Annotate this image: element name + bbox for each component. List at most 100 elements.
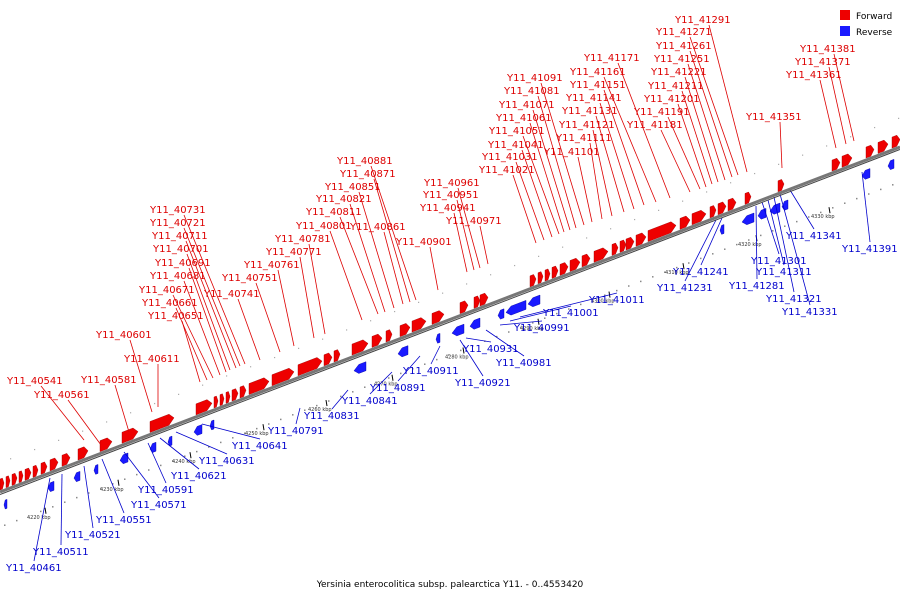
forward-gene-arrow — [248, 377, 270, 395]
reverse-leader-line — [485, 329, 525, 357]
scale-dot — [712, 253, 714, 255]
scale-dot — [100, 487, 102, 490]
forward-gene-label: Y11_41201 — [643, 94, 700, 105]
reverse-leader-line — [761, 201, 780, 255]
reverse-gene-label: Y11_41241 — [672, 267, 729, 278]
forward-gene-arrow — [593, 247, 609, 263]
scale-dot — [652, 276, 654, 278]
reverse-gene-arrow — [769, 202, 781, 215]
upper-dot — [754, 172, 756, 175]
reverse-gene-arrow — [527, 294, 541, 307]
scale-tick-label: 4220 kbp — [27, 515, 51, 521]
forward-gene-arrow — [727, 197, 737, 212]
scale-dot — [532, 322, 534, 324]
backbone-shadow — [0, 149, 900, 495]
reverse-gene-arrow — [73, 471, 81, 482]
forward-leader-line — [237, 298, 261, 361]
forward-gene-arrow — [49, 457, 59, 472]
scale-dot — [256, 427, 258, 430]
scale-dot — [28, 515, 30, 517]
forward-gene-label: Y11_40861 — [349, 222, 406, 233]
forward-gene-arrow — [411, 317, 427, 333]
reverse-gene-label: Y11_41001 — [542, 308, 599, 319]
scale-dot — [208, 446, 210, 448]
reverse-gene-label: Y11_41391 — [841, 244, 898, 255]
forward-gene-label: Y11_40651 — [147, 311, 204, 322]
upper-dot — [346, 329, 348, 331]
reverse-leader-line — [201, 423, 261, 440]
reverse-gene-label: Y11_40551 — [95, 515, 152, 526]
legend-reverse-swatch — [840, 26, 850, 36]
reverse-gene-label: Y11_40891 — [369, 383, 426, 394]
forward-leader-line — [617, 62, 671, 199]
reverse-leader-line — [773, 196, 795, 293]
forward-gene-arrow — [537, 271, 544, 285]
scale-dot — [592, 299, 594, 301]
forward-leader-line — [349, 203, 386, 313]
reverse-gene-label: Y11_40991 — [513, 323, 570, 334]
upper-dot — [106, 421, 108, 423]
reverse-gene-label: Y11_40981 — [495, 358, 552, 369]
forward-genes — [0, 134, 900, 491]
scale-tick — [117, 479, 120, 486]
forward-gene-label: Y11_40601 — [95, 330, 152, 341]
reverse-leader-line — [465, 337, 492, 343]
scale-dot — [544, 317, 546, 319]
gene-labels: Y11_40541 Y11_40561 Y11_40581 Y11_40601 Y11_… — [5, 15, 898, 574]
reverse-gene-label: Y11_41011 — [588, 295, 645, 306]
scale-dot — [604, 294, 606, 296]
forward-gene-arrow — [297, 357, 323, 377]
upper-dot — [610, 228, 612, 230]
reverse-gene-arrow — [757, 208, 767, 220]
upper-dot — [154, 402, 156, 405]
forward-leader-line — [40, 385, 85, 441]
scale-dot — [52, 506, 54, 508]
forward-gene-label: Y11_40771 — [265, 247, 322, 258]
forward-gene-label: Y11_40661 — [141, 298, 198, 309]
upper-dot — [826, 145, 828, 147]
forward-leader-line — [687, 63, 726, 181]
forward-leader-line — [660, 129, 691, 193]
reverse-gene-arrow — [451, 323, 465, 337]
forward-gene-arrow — [559, 262, 569, 276]
legend-forward-label: Forward — [856, 12, 892, 22]
upper-dot — [82, 430, 84, 432]
reverse-gene-label: Y11_40521 — [64, 530, 121, 541]
scale-tick-label: 4300 kbp — [591, 299, 615, 305]
forward-leader-line — [370, 165, 417, 301]
forward-gene-arrow — [40, 461, 48, 475]
upper-dot — [250, 366, 252, 368]
scale-dot — [460, 349, 462, 352]
scale-dot — [364, 386, 366, 388]
forward-leader-line — [537, 95, 577, 229]
forward-leader-line — [172, 294, 214, 379]
reverse-leader-line — [147, 442, 167, 484]
scale-tick — [262, 424, 265, 431]
scale-dot — [856, 197, 858, 200]
forward-gene-arrow — [831, 157, 841, 172]
reverse-gene-arrow — [435, 333, 441, 344]
forward-leader-line — [183, 280, 221, 376]
reverse-gene-label: Y11_41301 — [750, 256, 807, 267]
forward-leader-line — [308, 243, 326, 335]
forward-leader-line — [577, 156, 593, 223]
forward-gene-arrow — [121, 427, 139, 444]
upper-dot — [682, 200, 684, 202]
scale-dot — [376, 381, 378, 384]
forward-gene-arrow — [679, 215, 691, 230]
forward-leader-line — [453, 212, 468, 273]
forward-leader-line — [456, 199, 475, 271]
forward-gene-label: Y11_41131 — [561, 106, 618, 117]
forward-gene-arrow — [431, 310, 445, 325]
forward-gene-label: Y11_40561 — [33, 390, 90, 401]
scale-tick-label: 4230 kbp — [100, 487, 124, 493]
upper-dot — [202, 384, 204, 386]
forward-gene-arrow — [581, 253, 591, 268]
scale-tick-label: 4310 kbp — [665, 270, 689, 276]
forward-gene-label: Y11_40611 — [123, 354, 180, 365]
scale-tick — [325, 399, 328, 407]
forward-leader-line — [114, 384, 130, 433]
forward-gene-label: Y11_41261 — [655, 41, 712, 52]
forward-gene-label: Y11_41021 — [478, 165, 535, 176]
scale-tick — [44, 507, 47, 514]
